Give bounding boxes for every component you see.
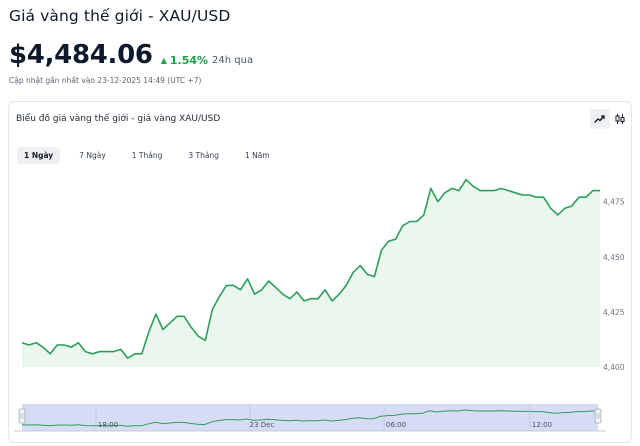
x-tick-label: 18:00 bbox=[98, 421, 118, 429]
time-range-tabs: 1 Ngày 7 Ngày 1 Tháng 3 Tháng 1 Năm bbox=[17, 147, 289, 164]
navigator-right-handle[interactable] bbox=[594, 408, 602, 424]
main-chart-area bbox=[21, 178, 600, 367]
y-tick-label: 4,425 bbox=[603, 308, 625, 317]
price-area-fill bbox=[22, 179, 600, 367]
navigator-line bbox=[21, 409, 598, 427]
y-tick-label: 4,475 bbox=[603, 198, 625, 207]
x-tick-label: 06:00 bbox=[386, 421, 406, 429]
navigator-left-handle[interactable] bbox=[18, 408, 26, 424]
navigator-selection[interactable] bbox=[22, 404, 598, 431]
price-change-period: 24h qua bbox=[212, 55, 254, 66]
price-change-value: 1.54% bbox=[169, 54, 209, 67]
tab-1-nam[interactable]: 1 Năm bbox=[244, 151, 270, 160]
candlestick-button[interactable] bbox=[610, 109, 630, 129]
price-line bbox=[21, 178, 600, 359]
line-chart-button[interactable] bbox=[590, 109, 610, 129]
arrow-up-icon: ▲ bbox=[160, 56, 167, 65]
price-change-badge: ▲ 1.54% 24h qua bbox=[161, 54, 253, 67]
price-row: $4,484.06 ▲ 1.54% 24h qua bbox=[9, 40, 253, 70]
time-navigator[interactable]: 18:00 23 Dec 06:00 12:00 bbox=[14, 404, 606, 432]
current-price: $4,484.06 bbox=[9, 40, 153, 70]
last-updated-text: Cập nhật gần nhất vào 23-12-2025 14:49 (… bbox=[9, 76, 202, 85]
y-tick-label: 4,400 bbox=[603, 363, 625, 372]
y-axis: 4,400 4,425 4,450 4,475 bbox=[603, 198, 625, 372]
page-title: Giá vàng thế giới - XAU/USD bbox=[9, 7, 231, 25]
tab-3-thang[interactable]: 3 Tháng bbox=[188, 151, 219, 160]
chart-card-title: Biểu đồ giá vàng thế giới - giá vàng XAU… bbox=[16, 114, 221, 124]
candlestick-icon bbox=[615, 114, 625, 124]
tab-7-ngay[interactable]: 7 Ngày bbox=[79, 151, 106, 160]
x-tick-label: 12:00 bbox=[532, 421, 552, 429]
x-tick-label: 23 Dec bbox=[250, 421, 275, 429]
line-chart-icon bbox=[594, 115, 605, 123]
tab-1-ngay[interactable]: 1 Ngày bbox=[17, 147, 61, 164]
tab-1-thang[interactable]: 1 Tháng bbox=[131, 151, 163, 160]
y-tick-label: 4,450 bbox=[603, 253, 625, 262]
